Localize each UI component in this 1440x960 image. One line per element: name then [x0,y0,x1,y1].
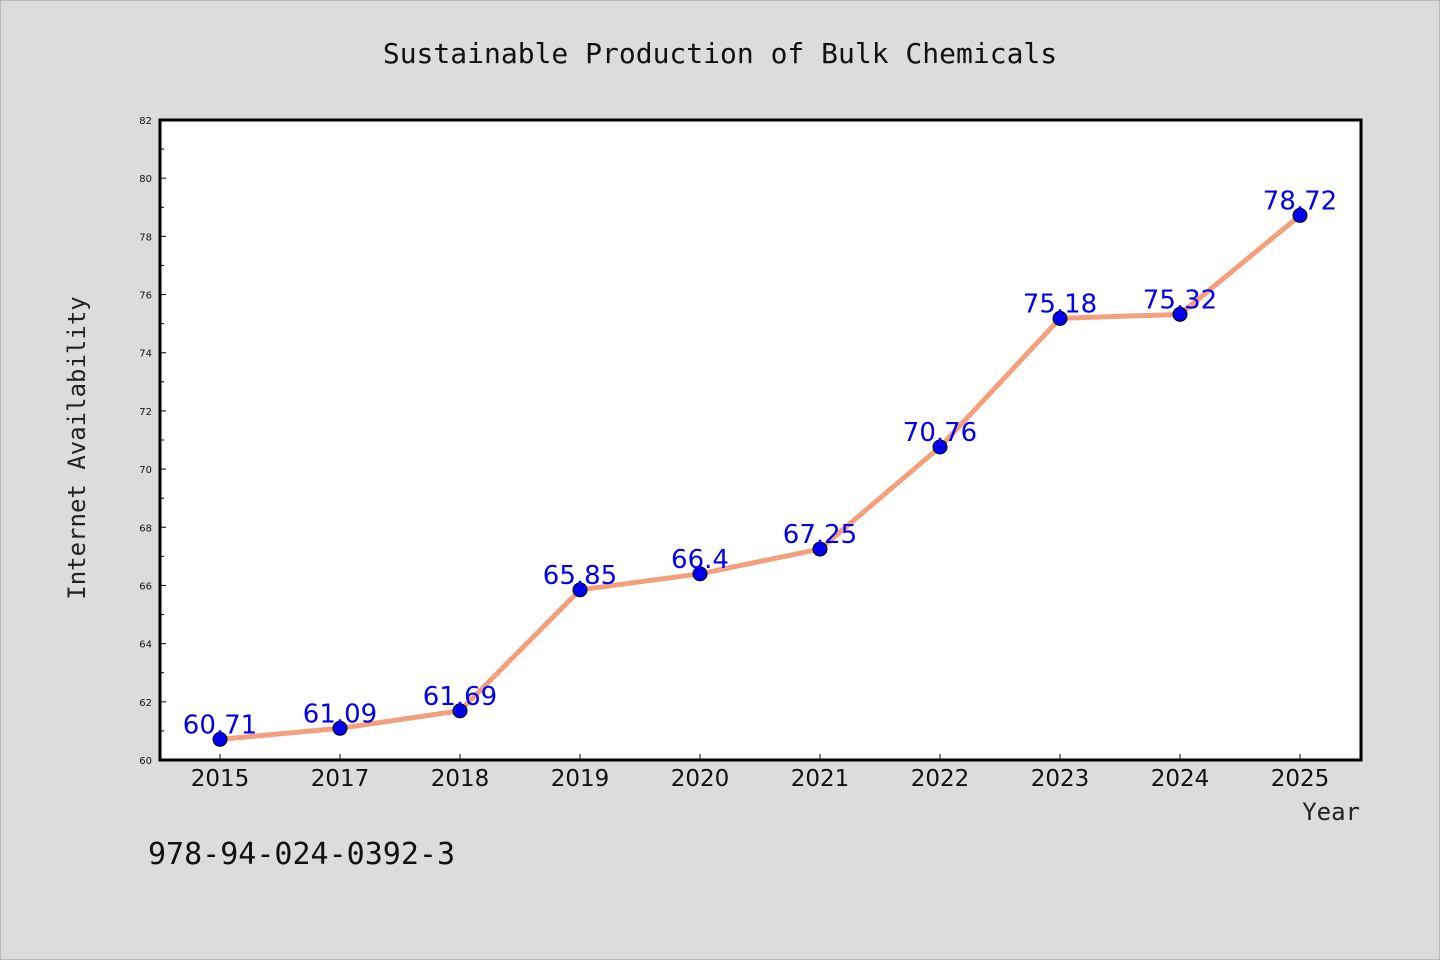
y-tick-label: 74 [139,349,152,360]
x-tick-label: 2025 [1271,766,1330,792]
x-tick-label: 2023 [1031,766,1090,792]
data-point [1172,306,1188,322]
data-label: 78.72 [1263,186,1337,216]
footnote: 978-94-024-0392-3 [148,837,455,872]
data-point [1052,310,1068,326]
data-label: 65.85 [543,561,617,591]
data-label: 60.71 [183,710,257,740]
data-point [1292,207,1308,223]
y-tick-label: 64 [139,640,152,651]
data-point [212,731,228,747]
y-tick-label: 82 [139,116,152,127]
y-tick-label: 68 [139,523,152,534]
y-tick-label: 72 [139,407,152,418]
x-tick-label: 2021 [791,766,850,792]
x-tick-label: 2015 [191,766,250,792]
data-point [572,582,588,598]
data-point [692,566,708,582]
data-label: 61.09 [303,699,377,729]
x-tick-label: 2018 [431,766,490,792]
series-layer: 60.71 61.09 61.69 65.85 66.4 67.25 70.76 75.18 7… [183,186,1337,747]
data-point [332,720,348,736]
y-axis-label: Internet Availability [63,296,91,599]
x-axis: 2015 2017 2018 2019 2020 2021 2022 2023 2024 2025 [191,754,1330,792]
data-label: 61.69 [423,682,497,712]
plot-area [158,118,1363,762]
x-tick-label: 2017 [311,766,370,792]
y-tick-label: 62 [139,698,152,709]
y-tick-label: 66 [139,581,152,592]
y-tick-label: 76 [139,291,152,302]
data-label: 70.76 [903,418,977,448]
y-axis: 60 62 64 66 68 70 72 74 76 78 80 82 [139,116,166,767]
y-tick-label: 60 [139,756,152,767]
y-tick-label: 70 [139,465,152,476]
x-tick-label: 2020 [671,766,730,792]
x-axis-label: Year [1302,798,1360,826]
x-tick-label: 2024 [1151,766,1210,792]
data-label: 75.18 [1023,289,1097,319]
data-label: 66.4 [671,545,729,575]
data-point [932,439,948,455]
data-label: 75.32 [1143,285,1217,315]
y-tick-label: 80 [139,174,152,185]
y-tick-label: 78 [139,232,152,243]
chart-title: Sustainable Production of Bulk Chemicals [383,37,1057,70]
series-line [217,212,1303,742]
x-tick-label: 2019 [551,766,610,792]
data-point [812,541,828,557]
data-point [452,703,468,719]
data-label: 67.25 [783,520,857,550]
x-tick-label: 2022 [911,766,970,792]
